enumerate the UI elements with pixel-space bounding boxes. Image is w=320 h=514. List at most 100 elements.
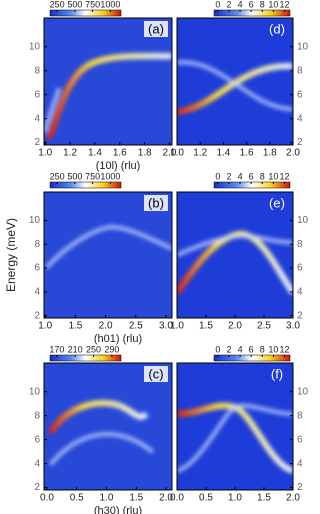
colorbar-tick-label: 10 <box>268 344 278 354</box>
y-tick-label: 2 <box>34 310 40 321</box>
panel-label-bg <box>144 195 168 211</box>
y-tick-label: 4 <box>297 458 303 469</box>
colorbar-tick-label: 2 <box>226 0 231 9</box>
x-tick-label: 2.0 <box>163 148 177 159</box>
colorbar-scale <box>49 354 122 362</box>
colorbar-tick-label: 750 <box>85 171 100 181</box>
colorbar-tick-label: 290 <box>104 344 119 354</box>
x-tick-label: 2.0 <box>286 148 300 159</box>
panel: 1.0 1.5 2.0 2.5 3.0 2 4 6 8 10 (b) Energy (meV) 250 5… <box>4 171 173 331</box>
x-tick-label: 3.0 <box>286 321 300 332</box>
x-tick-label: 2.0 <box>286 493 300 504</box>
y-tick-label: 4 <box>34 458 40 469</box>
y-tick-label: 6 <box>34 263 40 274</box>
colorbar-tick-label: 12 <box>279 171 289 181</box>
intensity-band <box>177 233 293 257</box>
x-tick-label: 0.0 <box>170 493 184 504</box>
x-axis-label: (h30) (rlu) <box>94 505 142 514</box>
colorbar: 0 2 4 6 8 10 12 <box>213 171 291 189</box>
x-tick-label: 0.0 <box>40 493 54 504</box>
colorbar: 0 2 4 6 8 10 12 <box>213 344 291 362</box>
x-tick-label: 1.8 <box>263 148 277 159</box>
colorbar-tick-label: 170 <box>49 344 64 354</box>
panel-label: (a) <box>148 21 164 36</box>
y-tick-label: 8 <box>297 410 303 421</box>
y-tick-label: 8 <box>34 410 40 421</box>
colorbar-tick-label: 4 <box>238 344 243 354</box>
panel-label-bg <box>144 366 168 382</box>
y-tick-label: 10 <box>297 41 309 52</box>
colorbar-scale <box>213 181 291 189</box>
y-tick-label: 4 <box>34 286 40 297</box>
intensity-band <box>177 60 293 112</box>
x-tick-label: 1.0 <box>100 493 114 504</box>
y-tick-label: 10 <box>29 386 41 397</box>
y-tick-label: 2 <box>297 137 303 148</box>
colorbar-tick-label: 4 <box>238 171 243 181</box>
intensity <box>44 53 172 140</box>
x-tick-label: 0.5 <box>70 493 84 504</box>
y-tick-label: 2 <box>34 482 40 493</box>
colorbar-tick-label: 8 <box>260 171 265 181</box>
x-tick-label: 2.0 <box>159 493 173 504</box>
colorbar-tick-label: 250 <box>50 0 65 9</box>
colorbar-tick-label: 210 <box>68 344 83 354</box>
colorbar-tick-label: 6 <box>249 0 254 9</box>
x-tick-label: 0.5 <box>199 493 213 504</box>
panel: 1.0 1.2 1.4 1.6 1.8 2.0 2 4 6 8 10 (a) (10l) (rlu) 25… <box>29 0 177 172</box>
colorbar-tick-label: 250 <box>86 344 101 354</box>
x-tick-label: 2.5 <box>129 321 143 332</box>
panel-label: (f) <box>271 366 283 381</box>
x-tick-label: 1.2 <box>63 148 77 159</box>
x-tick-label: 1.6 <box>113 148 127 159</box>
plot-frame <box>176 17 294 146</box>
intensity-band <box>45 224 172 269</box>
colorbar-tick-label: 2 <box>226 344 231 354</box>
x-tick-label: 1.5 <box>129 493 143 504</box>
x-tick-label: 1.6 <box>240 148 254 159</box>
colorbar-tick-label: 1000 <box>100 0 120 9</box>
colorbar-tick-label: 10 <box>268 171 278 181</box>
x-tick-label: 1.4 <box>88 148 102 159</box>
intensity <box>177 230 293 295</box>
panel-label: (c) <box>148 366 163 381</box>
colorbar-scale <box>213 9 291 17</box>
panel-label: (e) <box>269 195 285 210</box>
y-tick-label: 4 <box>297 113 303 124</box>
y-tick-label: 10 <box>29 41 41 52</box>
colorbar: 250 500 750 1000 <box>50 0 122 17</box>
y-tick-label: 8 <box>34 65 40 76</box>
intensity-band <box>44 87 62 133</box>
colorbar: 0 2 4 6 8 10 12 <box>213 0 291 17</box>
y-tick-label: 10 <box>297 386 309 397</box>
x-tick-label: 1.0 <box>170 148 184 159</box>
colorbar-tick-label: 0 <box>215 171 220 181</box>
x-tick-label: 1.2 <box>193 148 207 159</box>
y-tick-label: 6 <box>34 89 40 100</box>
x-tick-label: 2.0 <box>99 321 113 332</box>
colorbar-tick-label: 12 <box>279 0 289 9</box>
plot-frame <box>43 17 173 146</box>
colorbar-scale <box>49 181 122 189</box>
y-tick-label: 10 <box>29 215 41 226</box>
colorbar-tick-label: 6 <box>249 171 254 181</box>
colorbar-tick-label: 12 <box>279 344 289 354</box>
x-tick-label: 2.0 <box>228 321 242 332</box>
y-tick-label: 4 <box>34 113 40 124</box>
plot-area <box>44 192 172 318</box>
colorbar-tick-label: 500 <box>67 171 82 181</box>
intensity <box>44 224 172 312</box>
plot-area <box>177 363 293 490</box>
x-tick-label: 1.0 <box>38 321 52 332</box>
colorbar-scale <box>213 354 291 362</box>
y-tick-label: 6 <box>34 434 40 445</box>
plot-area <box>44 18 172 145</box>
y-tick-label: 6 <box>297 263 303 274</box>
intensity-band <box>47 400 149 435</box>
intensity-band <box>177 403 293 473</box>
x-tick-label: 3.0 <box>159 321 173 332</box>
y-tick-label: 2 <box>297 482 303 493</box>
